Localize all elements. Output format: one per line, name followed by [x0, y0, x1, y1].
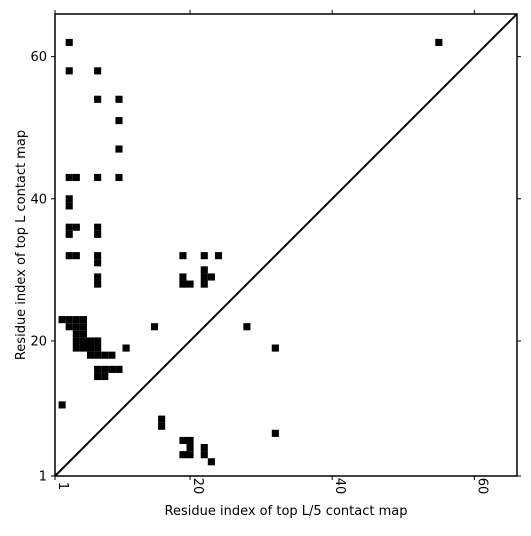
contact-cell-top-l	[200, 280, 208, 288]
contact-cell-top-l	[65, 195, 73, 203]
contact-cell-top-l	[65, 323, 73, 331]
contact-cells	[58, 38, 443, 466]
contact-cell-top-l	[72, 344, 80, 352]
contact-cell-top-l	[94, 337, 102, 345]
contact-cell-top-l	[115, 173, 123, 182]
contact-cell-top-l	[86, 344, 95, 352]
contact-cell-top-l5	[179, 451, 187, 459]
contact-cell-top-l	[122, 344, 130, 352]
contact-cell-top-l	[94, 273, 102, 281]
x-tick-label: 1	[55, 482, 70, 490]
contact-cell-top-l	[86, 337, 95, 345]
contact-cell-top-l5	[158, 415, 166, 423]
contact-cell-top-l5	[186, 436, 194, 445]
y-tick-label: 1	[39, 470, 47, 485]
contact-cell-top-l	[72, 323, 80, 331]
contact-cell-top-l	[65, 67, 73, 75]
contact-cell-top-l	[79, 337, 87, 345]
contact-cell-top-l	[94, 344, 102, 352]
contact-cell-top-l	[200, 273, 208, 281]
contact-cell-top-l	[214, 252, 223, 260]
contact-cell-top-l	[435, 38, 443, 46]
contact-cell-top-l	[94, 252, 102, 260]
contact-cell-top-l5	[271, 429, 279, 437]
contact-cell-top-l	[115, 145, 123, 153]
contact-cell-top-l	[101, 351, 109, 359]
contact-cell-top-l	[94, 280, 102, 288]
contact-cell-top-l	[58, 401, 66, 409]
contact-cell-top-l	[65, 252, 73, 260]
contact-cell-top-l5	[200, 444, 208, 452]
contact-cell-top-l	[115, 95, 123, 103]
contact-cell-top-l	[179, 252, 187, 260]
contact-cell-top-l	[72, 223, 80, 231]
y-tick-label: 20	[30, 334, 47, 349]
contact-cell-top-l	[207, 273, 215, 281]
contact-cell-top-l	[65, 316, 73, 324]
contact-cell-top-l	[271, 344, 279, 352]
contact-cell-top-l	[115, 117, 123, 125]
contact-cell-top-l	[108, 365, 116, 373]
x-tick-label: 60	[474, 478, 489, 495]
contact-cell-top-l5	[186, 451, 194, 459]
contact-cell-top-l	[65, 202, 73, 210]
contact-cell-top-l	[86, 351, 95, 359]
contact-cell-top-l	[115, 365, 123, 373]
contact-cell-top-l	[79, 344, 87, 352]
contact-cell-top-l5	[207, 458, 215, 466]
contact-cell-top-l	[101, 372, 109, 381]
x-axis-label: Residue index of top L/5 contact map	[165, 504, 408, 519]
contact-cell-top-l	[94, 372, 102, 381]
diagonal-line	[54, 13, 518, 477]
contact-cell-top-l	[72, 173, 80, 182]
contact-cell-top-l	[94, 365, 102, 373]
contact-cell-top-l	[65, 38, 73, 46]
contact-cell-top-l	[79, 316, 87, 324]
contact-cell-top-l	[179, 280, 187, 288]
contact-cell-top-l	[186, 280, 194, 288]
y-tick-label: 60	[30, 50, 47, 65]
axis-ticks: 1 20 40 60 1 20 40 60	[30, 10, 521, 494]
contact-cell-top-l5	[158, 422, 166, 430]
contact-cell-top-l5	[200, 451, 208, 459]
contact-cell-top-l	[65, 173, 73, 182]
contact-cell-top-l	[72, 330, 80, 338]
contact-cell-top-l	[79, 323, 87, 331]
contact-cell-top-l	[108, 351, 116, 359]
contact-cell-top-l	[72, 316, 80, 324]
contact-cell-top-l	[200, 252, 208, 260]
contact-cell-top-l	[179, 273, 187, 281]
contact-cell-top-l	[94, 223, 102, 231]
contact-cell-top-l	[150, 323, 159, 331]
x-tick-label: 20	[190, 478, 205, 495]
plot-frame	[54, 13, 518, 477]
contact-cell-top-l	[72, 337, 80, 345]
contact-cell-top-l	[101, 365, 109, 373]
contact-cell-top-l	[94, 230, 102, 238]
contact-cell-top-l	[94, 351, 102, 359]
y-tick-label: 40	[30, 192, 47, 207]
contact-cell-top-l	[58, 316, 66, 324]
contact-cell-top-l	[94, 173, 102, 182]
contact-cell-top-l5	[186, 444, 194, 452]
y-axis-label: Residue index of top L contact map	[14, 130, 29, 360]
contact-cell-top-l	[243, 323, 251, 331]
contact-cell-top-l	[65, 223, 73, 231]
contact-cell-top-l	[94, 67, 102, 75]
contact-cell-top-l	[79, 330, 87, 338]
contact-cell-top-l	[94, 259, 102, 267]
contact-cell-top-l	[65, 230, 73, 238]
contact-cell-top-l5	[179, 436, 187, 445]
contact-cell-top-l	[72, 252, 80, 260]
x-tick-label: 40	[332, 478, 347, 495]
contact-cell-top-l	[200, 266, 208, 274]
contact-cell-top-l	[94, 95, 102, 103]
